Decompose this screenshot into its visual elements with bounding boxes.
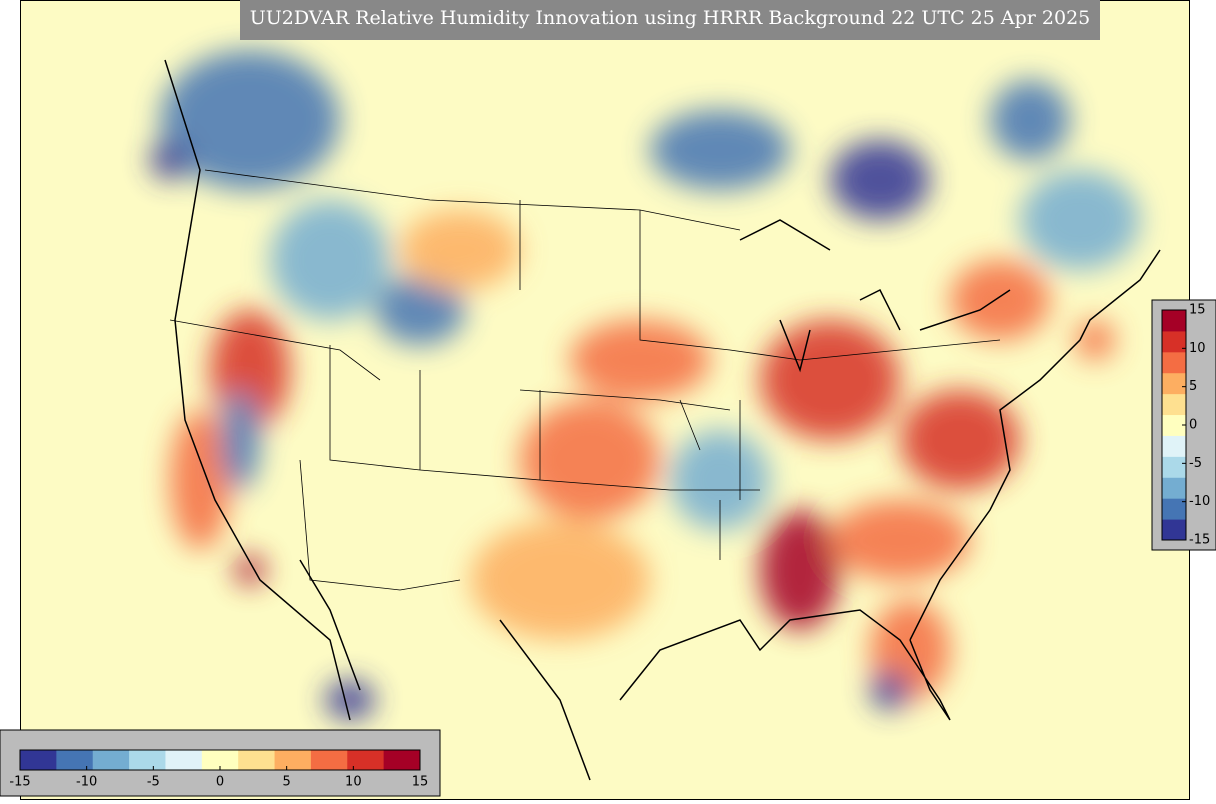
- colorbar-segment: [1162, 372, 1186, 395]
- colorbar-segment: [1162, 519, 1186, 541]
- colorbar-segment: [1162, 351, 1186, 374]
- coastline: [164, 59, 1161, 781]
- colorbar-segment: [310, 750, 348, 770]
- colorbar-segment: [1162, 456, 1186, 478]
- colorbar-segment: [129, 750, 166, 770]
- colorbar-segment: [1162, 330, 1186, 353]
- humidity-blob: [760, 510, 840, 630]
- map: [20, 0, 1190, 800]
- humidity-blob: [150, 140, 190, 180]
- humidity-blob: [160, 50, 340, 190]
- colorbar-tick-label: -5: [1189, 456, 1202, 471]
- colorbar-segment: [1162, 477, 1186, 499]
- colorbar-segment: [1162, 498, 1186, 520]
- colorbar-segment: [347, 750, 385, 770]
- humidity-blob: [1020, 170, 1140, 270]
- colorbar-tick-label: -15: [1189, 533, 1210, 548]
- colorbar-segment: [274, 750, 312, 770]
- colorbar-segment: [383, 750, 421, 770]
- colorbar-segment: [238, 750, 276, 770]
- humidity-blob: [830, 140, 930, 220]
- colorbar-tick-label: -15: [9, 775, 30, 790]
- colorbar-tick-label: 0: [216, 775, 224, 790]
- humidity-blob: [950, 260, 1050, 340]
- humidity-blob: [900, 390, 1020, 490]
- colorbar-segment: [92, 750, 130, 770]
- colorbar-segment: [56, 750, 94, 770]
- humidity-blob: [325, 680, 375, 720]
- humidity-blob: [375, 275, 465, 345]
- humidity-blob: [650, 110, 790, 190]
- humidity-blob: [400, 210, 520, 290]
- humidity-field: [150, 50, 1140, 720]
- colorbar-tick-label: 0: [1189, 418, 1197, 433]
- humidity-blob: [270, 200, 390, 320]
- colorbar-segment: [1162, 435, 1186, 457]
- colorbar-tick-label: -5: [147, 775, 160, 790]
- humidity-blob: [760, 320, 900, 440]
- humidity-blob: [670, 430, 770, 530]
- humidity-blob: [220, 390, 260, 490]
- colorbar-segment: [165, 750, 203, 770]
- title-box: [240, 0, 1100, 40]
- humidity-blob: [520, 400, 660, 520]
- humidity-blob: [990, 80, 1070, 160]
- colorbar-tick-label: 10: [345, 775, 362, 790]
- humidity-blob: [170, 410, 230, 550]
- colorbar-tick-label: -10: [76, 775, 97, 790]
- colorbar-tick-label: 5: [283, 775, 291, 790]
- colorbar-segment: [1162, 393, 1186, 416]
- colorbar-tick-label: 10: [1189, 341, 1206, 356]
- colorbar-tick-label: 5: [1189, 379, 1197, 394]
- colorbar-segment: [1162, 414, 1186, 436]
- state-borders: [169, 169, 1001, 591]
- humidity-blob: [830, 500, 970, 580]
- title: UU2DVAR Relative Humidity Innovation usi…: [250, 7, 1091, 29]
- colorbar-segment: [201, 750, 239, 770]
- colorbar-tick-label: 15: [412, 775, 429, 790]
- colorbar-tick-label: 15: [1189, 303, 1206, 318]
- humidity-blob: [1075, 320, 1115, 360]
- humidity-blob: [570, 320, 710, 400]
- colorbar-segment: [1162, 310, 1186, 332]
- colorbar-segment: [20, 750, 57, 770]
- humidity-blob: [235, 555, 265, 585]
- humidity-blob: [870, 670, 910, 710]
- humidity-blob: [470, 520, 650, 640]
- colorbar-tick-label: -10: [1189, 494, 1210, 509]
